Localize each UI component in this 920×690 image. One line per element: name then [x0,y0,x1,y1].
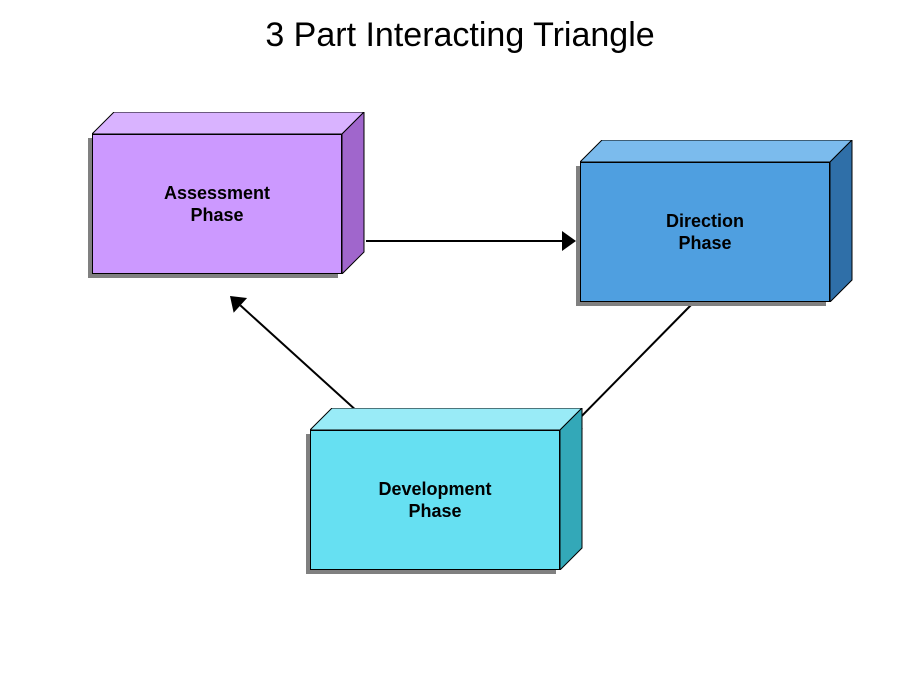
box-front-face: Assessment Phase [92,134,342,274]
diagram-stage: 3 Part Interacting Triangle Assessment P… [0,0,920,690]
diagram-title-text: 3 Part Interacting Triangle [265,16,654,54]
arrow-head-assessment-direction [562,231,576,251]
box-assessment: Assessment Phase [92,112,364,274]
box-top-face [92,112,364,135]
box-side-face [560,408,583,570]
box-development: Development Phase [310,408,582,570]
box-front-face: Development Phase [310,430,560,570]
box-label-development: Development Phase [378,478,491,523]
box-top-face [310,408,582,431]
box-side-face [342,112,365,274]
box-front-face: Direction Phase [580,162,830,302]
box-top-face [580,140,852,163]
box-label-direction: Direction Phase [666,210,744,255]
diagram-title: 3 Part Interacting Triangle [0,16,920,55]
box-direction: Direction Phase [580,140,852,302]
box-label-assessment: Assessment Phase [164,182,270,227]
box-side-face [830,140,853,302]
arrow-head-development-assessment [230,296,247,313]
arrow-line-direction-development [576,302,694,422]
arrows-layer [0,0,920,690]
